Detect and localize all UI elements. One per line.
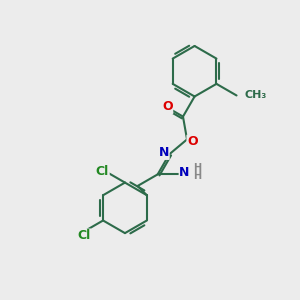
Text: N: N bbox=[179, 166, 190, 178]
Text: CH₃: CH₃ bbox=[245, 91, 267, 100]
Text: H: H bbox=[193, 171, 202, 181]
Text: O: O bbox=[187, 135, 198, 148]
Text: Cl: Cl bbox=[96, 165, 109, 178]
Text: O: O bbox=[162, 100, 173, 113]
Text: H: H bbox=[193, 164, 202, 173]
Text: N: N bbox=[159, 146, 169, 159]
Text: Cl: Cl bbox=[77, 229, 91, 242]
